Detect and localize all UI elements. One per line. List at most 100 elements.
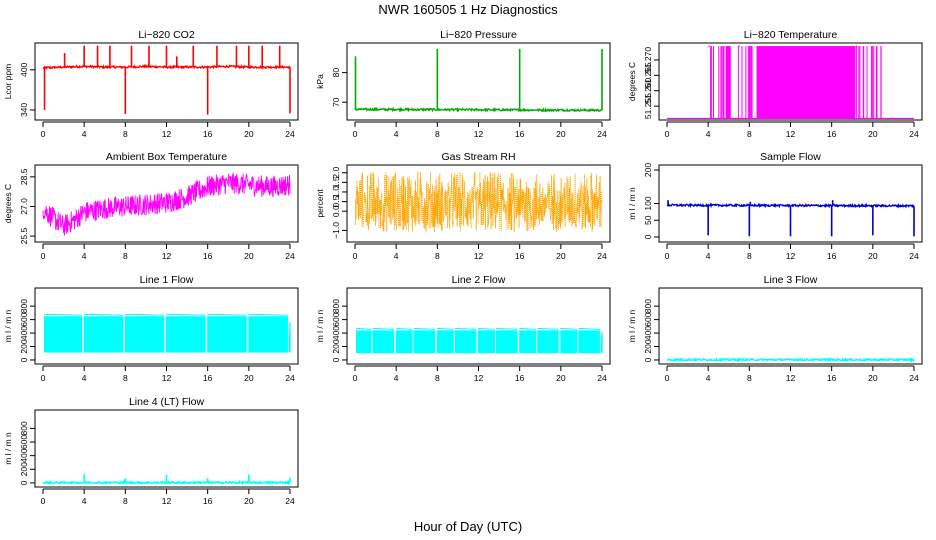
line-2-flow-top [454,327,477,330]
x-axis-title: Hour of Day (UTC) [414,519,522,534]
line-1-flow-block [44,316,83,353]
panel-5-ylabel: percent [315,189,325,218]
line-2-flow-block [519,330,537,354]
panel-8-title: Line 2 Flow [452,274,506,286]
line-1-flow-block [207,316,247,353]
line-2-flow-block [454,330,477,354]
panel-10: Line 4 (LT) Flow 0 4 8 12 16 20 24 0 200400600800… [3,396,299,506]
panel-7-xtick-label: 24 [285,373,295,383]
panel-5-xtick-label: 12 [474,251,484,261]
panel-9-ytick-label: 0 [643,357,653,362]
panel-3-ytick-label: 51.265 [643,62,653,88]
line-1-flow-top [165,313,206,316]
panel-10-xtick-label: 8 [123,496,128,506]
line-2-flow-top [395,327,413,330]
panel-7-xtick-label: 8 [123,373,128,383]
panel-7-data [44,313,291,353]
panel-7-title: Line 1 Flow [140,274,194,286]
panel-8-ytick-label: 600 [331,312,341,326]
panel-4-ytick-label: 27.0 [19,198,29,215]
panel-3-ytick-label: 51.270 [643,47,653,73]
panel-6-xtick-label: 12 [786,251,796,261]
line-1-flow-top [248,313,288,316]
panel-4-xtick-label: 24 [285,251,295,261]
panel-4-ytick-label: 28.5 [19,168,29,185]
panel-3-ylabel: degrees C [627,62,637,101]
panel-8-xtick-label: 0 [353,373,358,383]
panel-3-title: Li−820 Temperature [744,29,838,41]
panel-6-xtick-label: 4 [706,251,711,261]
panel-8-xtick-label: 16 [515,373,525,383]
panel-3-xtick-label: 8 [747,129,752,139]
temperature-dense-band [725,46,731,119]
line-2-flow-top [477,327,495,330]
panel-9-xtick-label: 4 [706,373,711,383]
temperature-dense-band [756,46,856,119]
panel-5-title: Gas Stream RH [441,151,515,163]
line-2-flow-top [355,327,372,330]
panel-2-xtick-label: 0 [353,129,358,139]
panel-8-data [355,327,603,354]
panel-8-ytick-label: 400 [331,326,341,340]
line-1-flow-block [165,316,206,353]
panel-8-xtick-label: 24 [597,373,607,383]
panel-5-data [354,171,603,233]
panel-4-xtick-label: 4 [82,251,87,261]
panel-1-ylabel: Lcor ppm [3,64,13,99]
panel-4-frame [34,164,299,243]
panel-9-ytick-label: 400 [643,326,653,340]
line-2-flow-top [495,327,518,330]
panel-3-xtick-label: 24 [909,129,919,139]
panel-2-title: Li−820 Pressure [440,29,517,41]
panel-8-xtick-label: 20 [556,373,566,383]
panel-10-xtick-label: 12 [162,496,172,506]
panel-9-frame [658,287,923,365]
panel-4-xtick-label: 8 [123,251,128,261]
panel-4-xtick-label: 20 [244,251,254,261]
panel-3-data [667,45,914,120]
panel-1-xtick-label: 0 [41,129,46,139]
panel-3-xtick-label: 0 [665,129,670,139]
panel-3-xtick-label: 16 [827,129,837,139]
panel-1-xtick-label: 4 [82,129,87,139]
panel-6-ytick-label: 100 [643,196,653,210]
panel-9-xtick-label: 0 [665,373,670,383]
panel-2-xtick-label: 8 [435,129,440,139]
line-2-flow-top [413,327,436,330]
panel-10-xtick-label: 0 [41,496,46,506]
panel-8-ylabel: m l / m n [315,309,325,342]
panel-5-xtick-label: 4 [394,251,399,261]
line-2-flow-block [477,330,495,354]
line-2-flow-block [356,330,372,354]
panel-6-xtick-label: 24 [909,251,919,261]
panel-6-xtick-label: 0 [665,251,670,261]
line-1-flow-block [248,316,288,353]
panel-6-ytick-label: 0 [643,234,653,239]
line-2-flow-block [413,330,436,354]
panel-9-ytick-label: 200 [643,339,653,353]
panel-9-ytick-label: 800 [643,299,653,313]
panel-8-ytick-label: 800 [331,299,341,313]
panel-4-title: Ambient Box Temperature [106,151,227,163]
panel-5-ytick-label: 1.0 [331,186,341,198]
panel-6-ytick-label: 50 [643,215,653,225]
panel-2-ylabel: kPa [315,74,325,89]
panel-1-ytick-label: 400 [19,62,29,76]
panel-7-ytick-label: 200 [19,339,29,353]
panel-1-xtick-label: 12 [162,129,172,139]
panel-9-xtick-label: 24 [909,373,919,383]
box-temp-line [42,172,291,236]
panel-2-ytick-label: 70 [331,97,341,107]
line-2-flow-block [537,330,559,354]
panel-5-xtick-label: 20 [556,251,566,261]
panel-8-ytick-label: 0 [331,357,341,362]
panel-6: Sample Flow 0 4 8 12 16 20 24 0 50 100 200 m l / m n [627,151,923,261]
panel-2-xtick-label: 24 [597,129,607,139]
panel-4-data [42,172,291,236]
line-2-flow-block [372,330,395,354]
panel-3-xtick-label: 4 [706,129,711,139]
panel-8-xtick-label: 4 [394,373,399,383]
panel-10-ytick-label: 800 [19,421,29,435]
